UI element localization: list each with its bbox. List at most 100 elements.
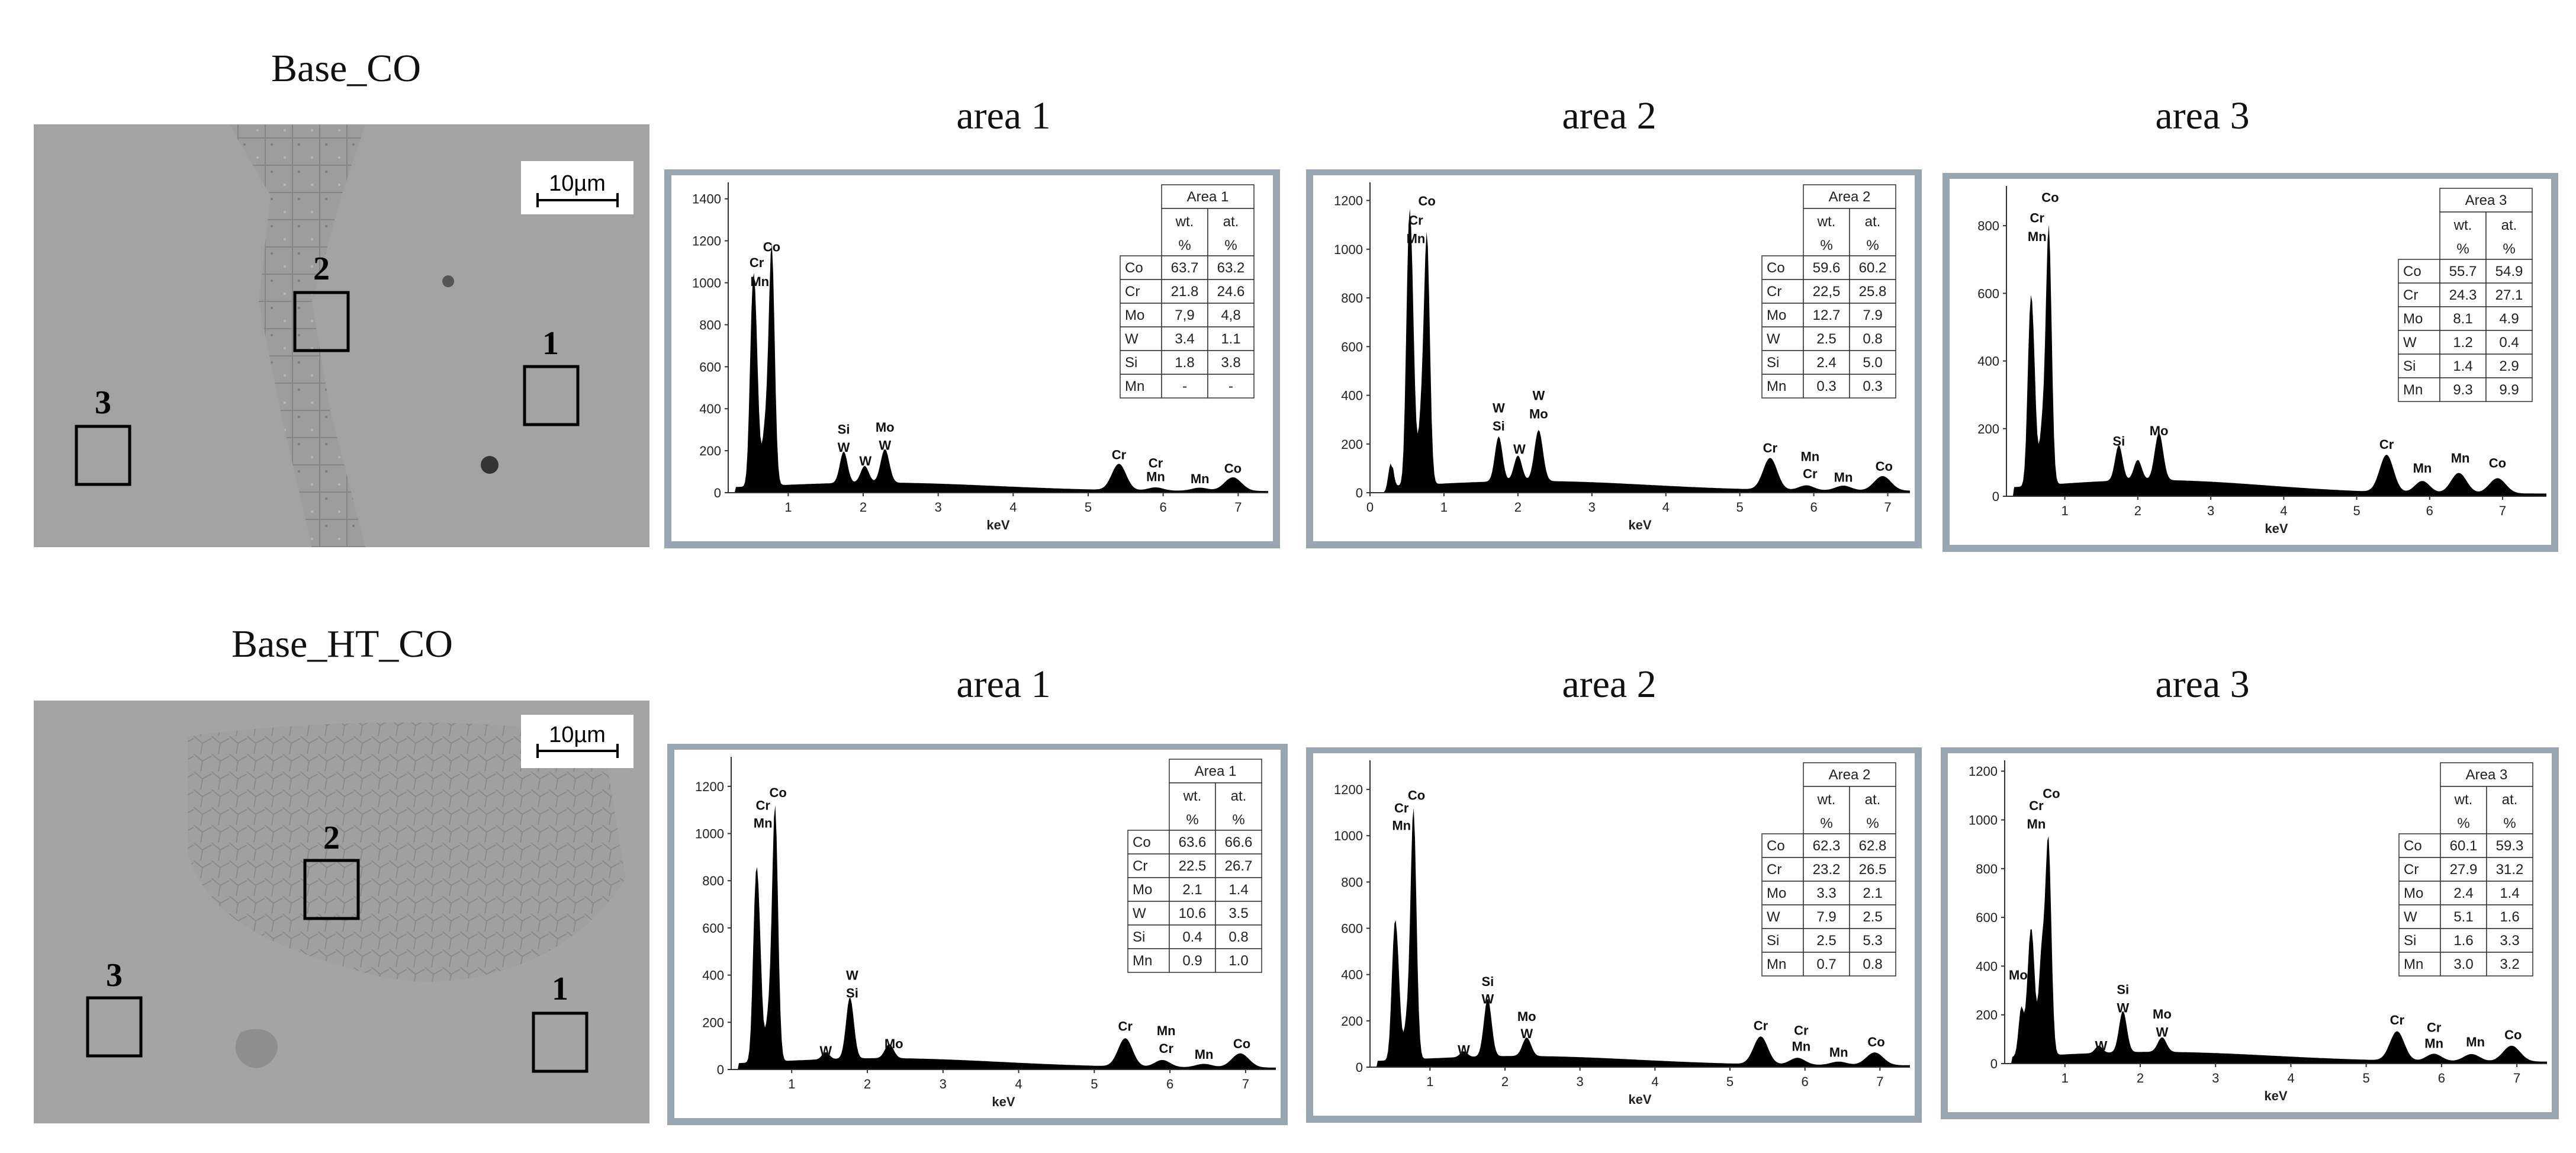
x-tick-label: 5	[2363, 1071, 2370, 1085]
x-axis-label: keV	[2265, 521, 2288, 536]
table-cell	[1215, 901, 1262, 926]
peak-label: Cr	[1763, 441, 1778, 455]
x-tick-label: 3	[2212, 1071, 2219, 1085]
table-title: Area 2	[1829, 189, 1871, 205]
table-header-cell	[1803, 786, 1850, 834]
table-cell	[2440, 833, 2487, 858]
table-element: Mn	[1125, 378, 1144, 394]
table-title: Area 2	[1829, 767, 1871, 783]
composition-table: Area 2 wt.% at.% Co 62.3 62.8 Cr 23.2 26.5 Mo 3.3 2…	[1761, 762, 1896, 977]
table-value: 9.3	[2453, 382, 2472, 398]
peak-label: Cr	[750, 255, 764, 270]
table-element: Cr	[2403, 287, 2418, 303]
area-box-3	[75, 425, 131, 486]
area-marker-1: 1	[542, 325, 559, 362]
y-tick-label: 400	[1341, 968, 1363, 982]
table-header: wt.	[1175, 214, 1194, 230]
table-cell	[1161, 279, 1208, 304]
table-cell	[1849, 857, 1896, 882]
eds-panel-row2-area3: 0 200 400 600 800 1000 1200 1 2 3 4 5 6 7 keV Co Cr Mn Mo W…	[1941, 747, 2559, 1119]
y-tick-label: 1000	[692, 276, 721, 291]
x-tick-label: 1	[1440, 500, 1448, 515]
table-cell	[1761, 904, 1804, 929]
table-cell	[2398, 833, 2441, 858]
y-tick-label: 400	[1976, 959, 1998, 974]
x-tick-label: 3	[2207, 503, 2214, 518]
y-tick-label: 800	[1341, 875, 1363, 889]
y-tick-label: 0	[714, 486, 721, 500]
peak-label: Cr	[2030, 210, 2045, 225]
x-axis-label: keV	[986, 518, 1009, 532]
x-tick-label: 5	[1085, 500, 1092, 515]
y-tick-label: 0	[1990, 1056, 1998, 1071]
table-element: W	[1133, 905, 1146, 921]
table-cell	[1849, 833, 1896, 858]
table-cell	[1120, 255, 1162, 280]
table-value: 12.7	[1813, 307, 1841, 323]
peak-label: Si	[838, 422, 850, 437]
table-cell	[1215, 877, 1262, 902]
peak-label: Co	[1233, 1036, 1250, 1051]
table-header: at.	[1231, 788, 1247, 804]
table-cell	[1849, 952, 1896, 977]
x-tick-label: 6	[1166, 1077, 1173, 1091]
x-tick-label: 2	[1514, 500, 1522, 515]
table-element: Si	[2404, 933, 2416, 949]
table-value: 54.9	[2495, 264, 2523, 280]
table-value: 26.7	[1225, 858, 1253, 874]
table-cell	[2486, 833, 2533, 858]
area-marker-2: 2	[323, 820, 340, 856]
x-tick-label: 4	[1651, 1074, 1658, 1089]
table-cell	[1803, 350, 1850, 375]
x-tick-label: 7	[1876, 1074, 1883, 1089]
table-cell	[1207, 374, 1255, 399]
table-header-cell	[1207, 208, 1255, 256]
eds-panel-row1-area3: 0 200 400 600 800 1 2 3 4 5 6 7 keV Co Cr Mn Si Mo Cr Mn Mn C…	[1943, 173, 2558, 552]
table-element: Mo	[1125, 307, 1144, 323]
y-tick-label: 1000	[1969, 813, 1998, 828]
table-value: 3.3	[2500, 933, 2519, 949]
y-tick-label: 200	[1341, 1014, 1363, 1029]
table-value: 0.8	[1863, 331, 1882, 347]
peak-label: Co	[2489, 455, 2506, 470]
peak-label: Cr	[2390, 1013, 2405, 1027]
y-tick-label: 600	[699, 359, 721, 374]
table-value: 1.1	[1221, 331, 1240, 347]
row-title-base-co: Base_CO	[271, 47, 421, 90]
spectrum-area	[1370, 208, 1910, 493]
composition-table: Area 1 wt.% at.% Co 63.7 63.2 Cr 21.8 24.6 Mo 7,9 4…	[1120, 184, 1255, 399]
x-tick-label: 2	[2134, 503, 2141, 518]
y-tick-label: 800	[1341, 291, 1363, 306]
y-tick-label: 1400	[692, 192, 721, 207]
table-element: Mn	[2403, 382, 2423, 398]
peak-label: Mn	[754, 816, 773, 831]
table-value: 27.9	[2450, 862, 2478, 878]
peak-label: Mn	[2027, 817, 2046, 831]
peak-label: Co	[2041, 190, 2059, 205]
table-value: 24.3	[2449, 287, 2477, 303]
table-cell	[2398, 857, 2441, 882]
table-cell	[1169, 901, 1216, 926]
table-cell	[1849, 881, 1896, 905]
x-tick-label: 4	[1009, 500, 1017, 515]
table-header: wt.	[1817, 214, 1836, 230]
x-tick-label: 4	[1015, 1077, 1022, 1091]
peak-label: Cr	[1149, 455, 1163, 470]
table-header: wt.	[1817, 792, 1836, 808]
peak-label: Cr	[1803, 466, 1818, 481]
y-tick-label: 1200	[1334, 782, 1363, 797]
table-value: 0.3	[1863, 378, 1882, 394]
table-header: at.	[2501, 217, 2517, 233]
table-cell	[2398, 952, 2441, 977]
x-tick-label: 7	[1234, 500, 1242, 515]
peak-label: W	[879, 438, 891, 452]
x-tick-label: 7	[1884, 500, 1891, 515]
table-element: Mn	[1133, 953, 1152, 969]
y-tick-label: 800	[699, 317, 721, 332]
table-cell	[2486, 904, 2533, 929]
table-cell	[1207, 279, 1255, 304]
y-tick-label: 1200	[1969, 764, 1998, 779]
table-cell	[2485, 330, 2533, 355]
table-value: 60.1	[2450, 838, 2478, 854]
peak-label: Mn	[1407, 232, 1426, 246]
